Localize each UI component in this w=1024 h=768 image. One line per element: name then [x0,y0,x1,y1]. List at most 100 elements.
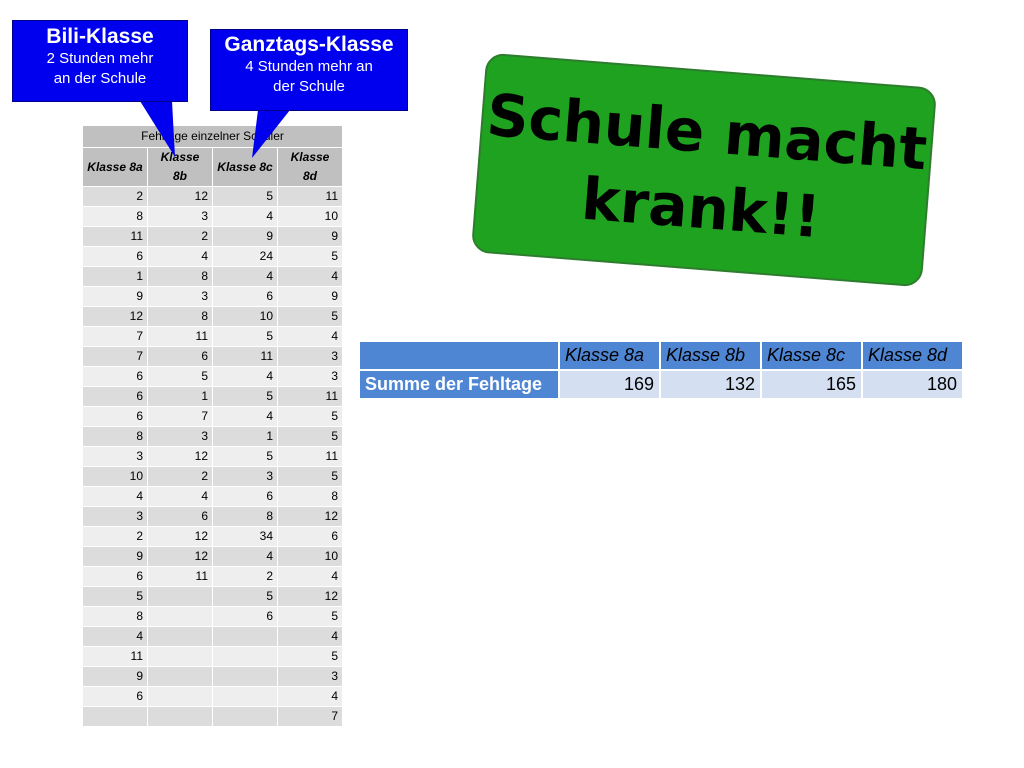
bili-callout-line1: 2 Stunden mehr [46,50,154,67]
table-cell: 6 [82,246,148,267]
table-cell: 8 [82,606,148,627]
table-cell: 1 [212,426,278,447]
table-cell: 5 [212,446,278,467]
table-cell: 11 [147,566,213,587]
table-cell: 6 [82,566,148,587]
table-cell: 5 [82,586,148,607]
table-row: 7 11 5 4 [82,326,343,347]
table-cell: 11 [277,386,343,407]
table-cell: 9 [82,546,148,567]
table-cell: 11 [212,346,278,367]
table-cell: 1 [82,266,148,287]
summary-corner-cell [358,340,560,371]
summary-header-8b: Klasse 8b [659,340,762,371]
table-cell: 10 [82,466,148,487]
table-cell: 8 [82,426,148,447]
table-cell: 12 [277,506,343,527]
table-cell: 6 [212,606,278,627]
summary-table: Klasse 8a Klasse 8b Klasse 8c Klasse 8d … [358,340,964,400]
table-row: 11 2 9 9 [82,226,343,247]
table-cell: 10 [212,306,278,327]
table-cell: 1 [147,386,213,407]
table-row: 9 12 4 10 [82,546,343,567]
summary-header-8a: Klasse 8a [558,340,661,371]
table-cell: 7 [82,326,148,347]
table-cell: 4 [277,626,343,647]
table-cell [147,646,213,667]
table-cell: 6 [147,506,213,527]
ganztags-callout-line1: 4 Stunden mehr an [245,58,373,75]
table-cell: 4 [212,546,278,567]
table-cell: 11 [82,646,148,667]
table-cell: 11 [277,186,343,207]
table-row: 7 [82,706,343,727]
table-cell: 6 [82,366,148,387]
table-cell: 4 [212,406,278,427]
table-cell: 4 [277,266,343,287]
table-cell: 2 [147,226,213,247]
schule-macht-krank-banner: Schule macht krank!! [470,52,938,288]
table-row: 8 3 4 10 [82,206,343,227]
table-cell: 9 [82,666,148,687]
table-cell: 5 [277,646,343,667]
table-cell: 3 [147,426,213,447]
table-cell: 4 [212,366,278,387]
table-cell: 11 [147,326,213,347]
table-cell: 5 [277,406,343,427]
table-cell [147,706,213,727]
table-cell: 4 [82,486,148,507]
table-cell: 4 [147,486,213,507]
table-cell: 5 [277,246,343,267]
table-cell [212,686,278,707]
table-cell: 3 [82,446,148,467]
table-cell: 3 [82,506,148,527]
table-row: 7 6 11 3 [82,346,343,367]
table-cell: 24 [212,246,278,267]
absence-table: Fehltage einzelner Schüler Klasse 8a Kla… [82,125,343,727]
table-cell: 5 [212,586,278,607]
table-cell [147,666,213,687]
summary-value-8b: 132 [659,369,762,400]
column-header-8b: Klasse 8b [147,147,213,187]
table-cell [212,666,278,687]
table-cell [82,706,148,727]
table-cell: 3 [212,466,278,487]
table-cell: 12 [82,306,148,327]
table-cell: 7 [82,346,148,367]
table-cell: 5 [212,186,278,207]
table-cell: 4 [82,626,148,647]
table-cell: 2 [147,466,213,487]
column-header-8d: Klasse 8d [277,147,343,187]
table-cell: 3 [147,286,213,307]
table-cell: 5 [277,426,343,447]
table-cell: 4 [212,206,278,227]
table-cell: 5 [277,466,343,487]
summary-value-8a: 169 [558,369,661,400]
table-cell: 5 [147,366,213,387]
table-cell: 11 [277,446,343,467]
table-cell: 6 [82,686,148,707]
table-cell: 8 [212,506,278,527]
table-cell: 12 [147,186,213,207]
table-cell: 3 [277,666,343,687]
table-cell: 6 [82,406,148,427]
table-row: 10 2 3 5 [82,466,343,487]
table-row: 2 12 34 6 [82,526,343,547]
table-cell: 4 [277,566,343,587]
table-cell: 6 [147,346,213,367]
bili-callout: Bili-Klasse 2 Stunden mehr an der Schule [12,20,188,102]
table-cell: 10 [277,546,343,567]
table-cell: 4 [277,686,343,707]
table-cell: 9 [82,286,148,307]
table-cell [147,626,213,647]
table-cell: 3 [147,206,213,227]
